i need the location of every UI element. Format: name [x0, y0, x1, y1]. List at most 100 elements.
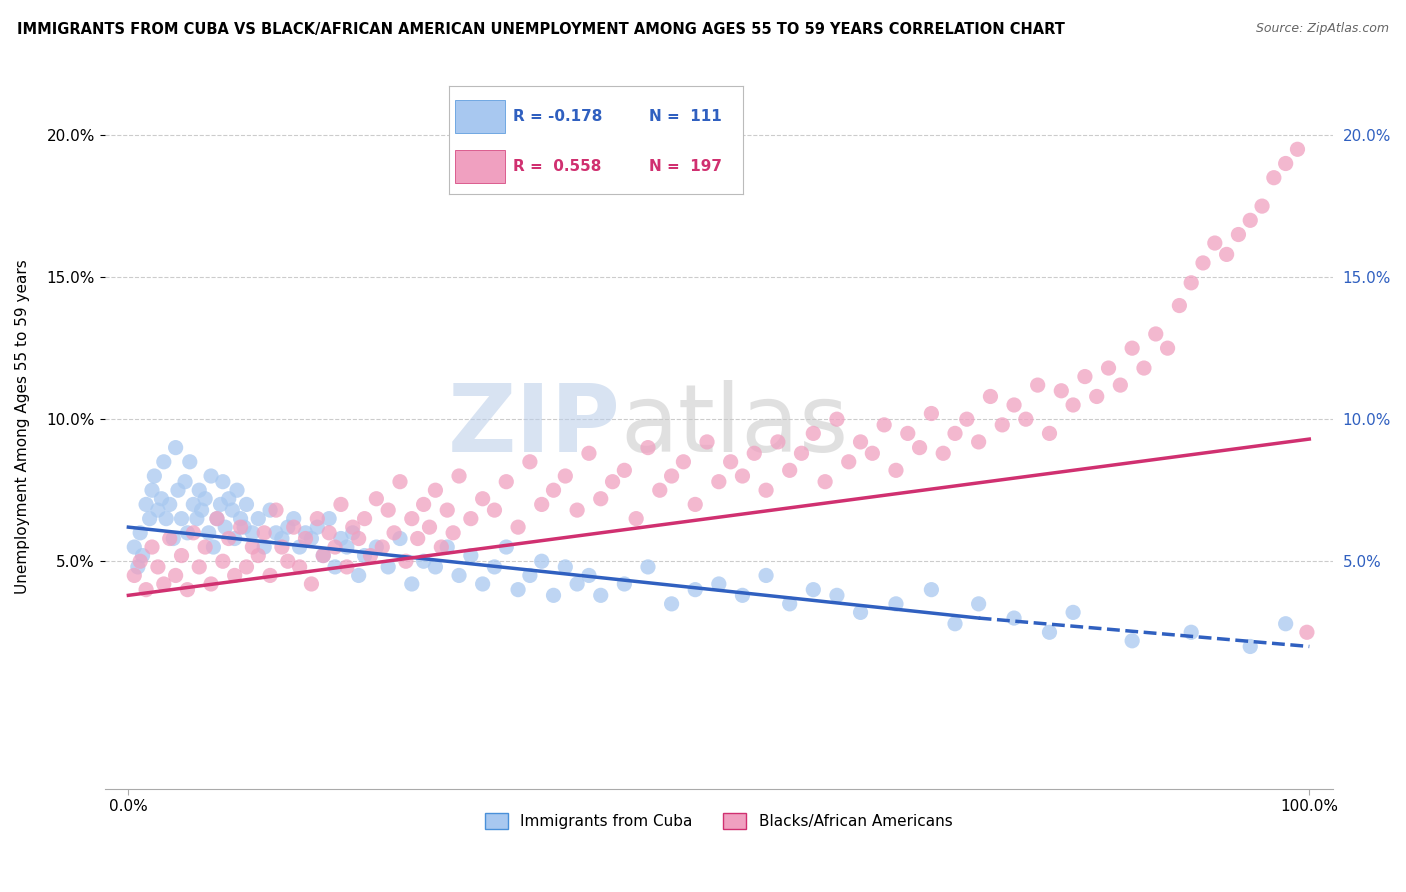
Point	[336, 540, 359, 554]
Point	[150, 491, 173, 506]
Point	[460, 511, 482, 525]
Point	[825, 588, 848, 602]
Point	[790, 446, 813, 460]
Point	[1168, 299, 1191, 313]
Point	[779, 463, 801, 477]
Point	[943, 616, 966, 631]
Point	[447, 469, 470, 483]
Point	[141, 540, 163, 554]
Point	[814, 475, 837, 489]
Point	[1274, 616, 1296, 631]
Point	[1274, 156, 1296, 170]
Point	[382, 525, 405, 540]
Point	[731, 588, 754, 602]
Point	[1097, 361, 1119, 376]
Point	[506, 582, 529, 597]
Point	[1251, 199, 1274, 213]
Point	[825, 412, 848, 426]
Point	[253, 525, 276, 540]
Point	[1239, 213, 1261, 227]
Point	[471, 491, 494, 506]
Point	[530, 554, 553, 568]
Point	[146, 503, 169, 517]
Point	[742, 446, 765, 460]
Point	[495, 540, 517, 554]
Point	[188, 483, 211, 498]
Point	[920, 407, 942, 421]
Point	[554, 560, 576, 574]
Point	[146, 560, 169, 574]
Point	[471, 577, 494, 591]
Point	[1026, 378, 1049, 392]
Point	[176, 582, 198, 597]
Point	[124, 568, 146, 582]
Point	[229, 520, 252, 534]
Point	[860, 446, 883, 460]
Point	[162, 532, 184, 546]
Point	[159, 497, 181, 511]
Point	[484, 503, 506, 517]
Text: IMMIGRANTS FROM CUBA VS BLACK/AFRICAN AMERICAN UNEMPLOYMENT AMONG AGES 55 TO 59 : IMMIGRANTS FROM CUBA VS BLACK/AFRICAN AM…	[17, 22, 1064, 37]
Point	[543, 588, 565, 602]
Point	[294, 532, 316, 546]
Point	[377, 560, 399, 574]
Point	[755, 483, 778, 498]
Point	[218, 532, 240, 546]
Point	[336, 560, 359, 574]
Point	[155, 511, 177, 525]
Point	[1121, 341, 1143, 355]
Point	[153, 577, 176, 591]
Point	[183, 525, 205, 540]
Point	[412, 497, 434, 511]
Point	[190, 503, 212, 517]
Point	[1263, 170, 1285, 185]
Point	[143, 469, 166, 483]
Point	[519, 455, 541, 469]
Point	[1002, 398, 1025, 412]
Point	[1085, 389, 1108, 403]
Point	[731, 469, 754, 483]
Point	[224, 532, 246, 546]
Point	[347, 568, 370, 582]
Point	[247, 549, 270, 563]
Point	[460, 549, 482, 563]
Point	[766, 434, 789, 449]
Point	[943, 426, 966, 441]
Point	[183, 497, 205, 511]
Point	[299, 577, 322, 591]
Point	[578, 446, 600, 460]
Point	[661, 469, 683, 483]
Point	[312, 549, 335, 563]
Point	[613, 577, 636, 591]
Point	[170, 549, 193, 563]
Point	[131, 549, 153, 563]
Point	[141, 483, 163, 498]
Point	[755, 568, 778, 582]
Point	[221, 503, 243, 517]
Point	[342, 520, 364, 534]
Point	[956, 412, 979, 426]
Point	[991, 417, 1014, 432]
Point	[127, 560, 149, 574]
Point	[779, 597, 801, 611]
Point	[240, 540, 263, 554]
Point	[589, 491, 612, 506]
Point	[720, 455, 742, 469]
Point	[205, 511, 228, 525]
Point	[307, 511, 329, 525]
Point	[270, 532, 292, 546]
Point	[1180, 276, 1202, 290]
Point	[283, 520, 305, 534]
Point	[554, 469, 576, 483]
Point	[1050, 384, 1073, 398]
Point	[377, 503, 399, 517]
Point	[683, 582, 706, 597]
Point	[200, 469, 222, 483]
Point	[884, 463, 907, 477]
Point	[235, 497, 257, 511]
Point	[388, 475, 411, 489]
Point	[214, 520, 236, 534]
Point	[1156, 341, 1178, 355]
Point	[578, 568, 600, 582]
Point	[264, 503, 287, 517]
